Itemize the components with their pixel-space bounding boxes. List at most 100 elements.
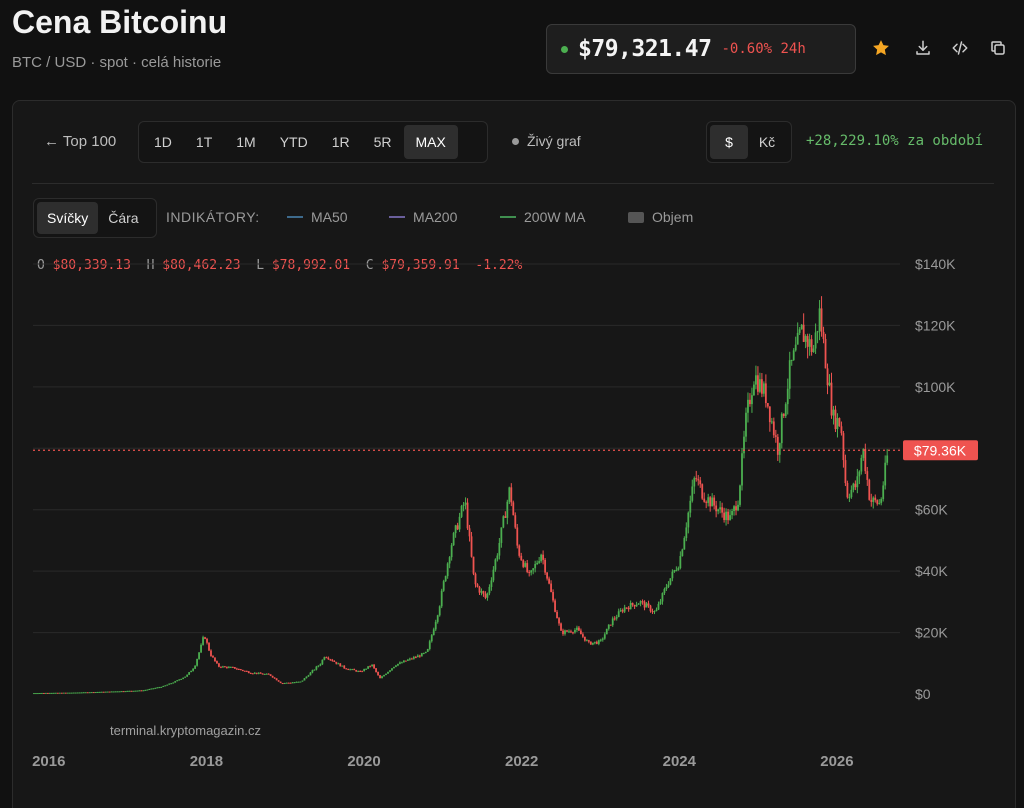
live-chart-toggle[interactable]: Živý graf	[512, 133, 581, 149]
candle-body	[693, 478, 696, 487]
candle-body	[393, 666, 395, 669]
candle-body	[369, 666, 371, 668]
candle-body	[259, 672, 262, 674]
candle-body	[526, 563, 529, 573]
candle-body	[442, 581, 445, 591]
x-tick-label: 2022	[505, 753, 538, 770]
candle-body	[629, 602, 632, 610]
candle-body	[397, 663, 399, 666]
candle-body	[112, 691, 115, 693]
candle-body	[283, 683, 286, 685]
candle-body	[611, 618, 614, 626]
candle-body	[381, 676, 383, 679]
candle-body	[599, 639, 602, 641]
star-icon[interactable]	[869, 36, 893, 60]
candle-body	[538, 561, 541, 563]
code-icon[interactable]	[948, 36, 972, 60]
live-status-dot	[561, 45, 568, 53]
candle-body	[639, 601, 642, 604]
candle-body	[681, 549, 684, 557]
candle-body	[289, 682, 292, 684]
currency-czk-button[interactable]: Kč	[758, 134, 776, 150]
candles-button[interactable]: Svíčky	[37, 202, 99, 234]
candle-body	[731, 510, 733, 516]
candle-body	[341, 665, 344, 667]
range-5r-button[interactable]: 5R	[373, 134, 392, 150]
candle-body	[685, 527, 688, 539]
candle-body	[377, 671, 379, 676]
candle-body	[418, 655, 421, 657]
candle-body	[321, 659, 324, 665]
indicator-label: 200W MA	[524, 209, 586, 225]
candle-body	[90, 692, 93, 694]
candle-body	[615, 617, 618, 619]
range-ytd-button[interactable]: YTD	[279, 134, 308, 150]
candle-body	[546, 572, 549, 579]
indicator-label: MA200	[413, 209, 458, 225]
ohlc-readout: O $80,339.13 H $80,462.23 L $78,992.01 C…	[37, 258, 522, 273]
candle-body	[128, 690, 131, 692]
range-max-button[interactable]: MAX	[403, 125, 458, 159]
candle-body	[850, 489, 853, 498]
range-1t-button[interactable]: 1T	[195, 134, 213, 150]
range-1d-button[interactable]: 1D	[154, 134, 172, 150]
indicator-volume[interactable]: Objem	[628, 209, 693, 225]
candle-body	[152, 688, 155, 690]
ohlc-low: $78,992.01	[271, 258, 351, 273]
candle-body	[96, 691, 99, 693]
live-chart-dot	[512, 137, 519, 145]
indicator-ma200[interactable]: MA200	[389, 209, 457, 225]
download-icon[interactable]	[911, 36, 935, 60]
candle-body	[106, 691, 109, 693]
candle-body	[764, 383, 767, 404]
range-1m-button[interactable]: 1M	[236, 134, 256, 150]
back-to-top100-link[interactable]: ← Top 100	[44, 133, 117, 150]
candle-body	[755, 375, 757, 385]
page-title: Cena Bitcoinu	[12, 4, 228, 40]
candles-layer	[33, 296, 889, 695]
currency-usd-button[interactable]: $	[710, 125, 748, 159]
candle-body	[518, 545, 521, 556]
candle-body	[462, 504, 465, 506]
price-change-24h: -0.60% 24h	[721, 41, 806, 57]
copy-icon[interactable]	[986, 36, 1010, 60]
candle-body	[766, 403, 769, 407]
candle-body	[739, 485, 741, 505]
candle-body	[814, 332, 817, 349]
candle-body	[780, 413, 783, 444]
candle-body	[170, 683, 173, 685]
line-button[interactable]: Čára	[108, 210, 139, 226]
candle-body	[645, 603, 648, 608]
candle-body	[776, 436, 779, 455]
candle-body	[35, 693, 37, 695]
candle-body	[595, 641, 598, 644]
candle-body	[675, 570, 678, 572]
candle-body	[830, 382, 833, 416]
ohlc-high: $80,462.23	[162, 258, 241, 273]
candle-body	[37, 693, 39, 695]
candle-body	[824, 339, 827, 369]
range-1r-button[interactable]: 1R	[331, 134, 350, 150]
candle-body	[43, 692, 45, 694]
candle-body	[158, 687, 161, 689]
candle-body	[516, 527, 519, 546]
candle-body	[275, 678, 278, 681]
candle-body	[351, 669, 354, 671]
candle-body	[605, 628, 608, 635]
candle-body	[478, 586, 481, 593]
candle-body	[287, 682, 290, 684]
candle-body	[566, 630, 568, 632]
candle-body	[122, 691, 125, 693]
candle-body	[562, 630, 564, 634]
candle-body	[649, 605, 652, 612]
200w-ma-swatch	[500, 216, 516, 218]
indicator-ma50[interactable]: MA50	[287, 209, 348, 225]
candle-body	[796, 332, 799, 345]
indicator-200w-ma[interactable]: 200W MA	[500, 209, 585, 225]
candle-body	[263, 673, 266, 675]
chart-watermark: terminal.kryptomagazin.cz	[110, 723, 261, 738]
candle-body	[836, 418, 839, 430]
candle-body	[88, 692, 91, 694]
candle-body	[705, 501, 708, 503]
